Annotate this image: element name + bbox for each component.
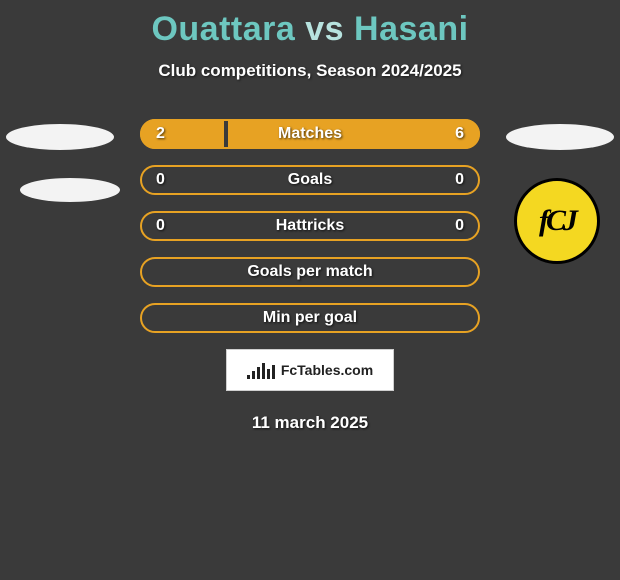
player2-club-badge: fCJ <box>514 178 600 264</box>
fctables-watermark: FcTables.com <box>226 349 394 391</box>
bar-icon-segment <box>257 367 260 379</box>
player1-name: Ouattara <box>151 10 295 48</box>
bar-icon-segment <box>267 369 270 379</box>
stat-row: 2 Matches 6 <box>140 119 480 149</box>
vs-text: vs <box>305 10 344 48</box>
bar-icon-segment <box>247 375 250 379</box>
stat-row: Min per goal <box>140 303 480 333</box>
player1-badge-placeholder-top <box>6 124 114 150</box>
stat-label: Min per goal <box>263 309 357 327</box>
bar-icon-segment <box>262 363 265 379</box>
stat-left-value: 2 <box>156 125 165 143</box>
stat-right-value: 6 <box>455 125 464 143</box>
stat-label: Matches <box>278 125 342 143</box>
stat-right-value: 0 <box>455 171 464 189</box>
stat-fill-right <box>228 119 480 149</box>
comparison-title: Ouattara vs Hasani <box>0 0 620 49</box>
stat-label: Goals <box>288 171 332 189</box>
player1-badge-placeholder-bottom <box>20 178 120 202</box>
date-label: 11 march 2025 <box>0 413 620 433</box>
stat-row: 0 Goals 0 <box>140 165 480 195</box>
stat-label: Goals per match <box>247 263 372 281</box>
subtitle: Club competitions, Season 2024/2025 <box>0 61 620 81</box>
stat-fill-left <box>140 119 224 149</box>
stat-left-value: 0 <box>156 171 165 189</box>
fctables-bars-icon <box>247 361 275 379</box>
stat-right-value: 0 <box>455 217 464 235</box>
player2-badge-placeholder-top <box>506 124 614 150</box>
player2-name: Hasani <box>354 10 469 48</box>
stat-row: 0 Hattricks 0 <box>140 211 480 241</box>
bar-icon-segment <box>252 371 255 379</box>
stat-label: Hattricks <box>276 217 344 235</box>
bar-icon-segment <box>272 365 275 379</box>
club-badge-initials: fCJ <box>539 204 575 238</box>
fctables-label: FcTables.com <box>281 362 373 378</box>
stat-left-value: 0 <box>156 217 165 235</box>
stat-row: Goals per match <box>140 257 480 287</box>
